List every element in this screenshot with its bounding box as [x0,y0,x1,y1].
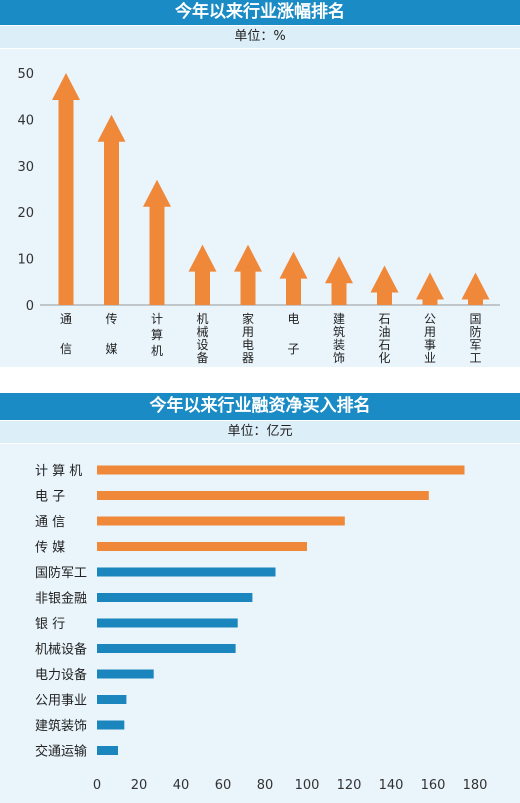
category-label: 工 [469,351,481,365]
bar [97,516,345,526]
arrow-bar [188,244,217,305]
category-label: 家 [242,311,254,326]
category-label: 国 [469,312,481,326]
x-tick-label: 100 [295,778,320,793]
category-label: 通 [60,312,72,326]
category-label: 传 媒 [35,541,65,556]
category-label: 建 [333,312,345,326]
category-label: 电 [242,338,254,352]
category-label: 交通运输 [35,744,87,760]
bar [97,542,307,551]
arrow-bar [279,251,308,305]
category-label: 用 [424,325,436,339]
y-tick-label: 10 [17,253,34,268]
category-label: 传 [105,311,117,326]
category-label: 机 [196,312,208,326]
category-label: 电 [287,312,299,326]
y-tick-label: 50 [17,67,34,82]
category-label: 石 [378,338,390,352]
x-tick-label: 40 [173,778,190,793]
category-label: 饰 [333,351,345,365]
arrow-bar [52,73,80,305]
category-label: 设 [196,338,208,352]
category-label: 装 [333,338,345,352]
arrow-bar [97,114,126,305]
category-label: 军 [469,338,481,352]
category-label: 用 [242,325,254,339]
category-label: 子 [287,342,299,356]
arrow-bar [461,272,490,305]
arrow-bar [143,179,171,305]
x-tick-label: 160 [421,778,446,793]
category-label: 电力设备 [35,667,87,683]
category-label: 银 行 [35,617,65,632]
chart2-unit: 单位：亿元 [0,421,520,443]
category-label: 非银金融 [35,591,87,607]
category-label: 机 [151,344,163,358]
category-label: 公 [424,312,436,326]
category-label: 械 [196,324,208,339]
chart1-title: 今年以来行业涨幅排名 [0,0,520,25]
category-label: 备 [196,351,208,365]
x-tick-label: 80 [257,778,274,793]
category-label: 媒 [105,342,117,356]
category-label: 计 [151,312,163,326]
x-tick-label: 120 [337,778,362,793]
y-tick-label: 40 [17,113,34,128]
category-label: 国防军工 [35,565,87,581]
category-label: 计 算 机 [35,464,82,479]
x-tick-label: 140 [379,778,404,793]
category-label: 油 [378,325,390,339]
category-label: 器 [242,351,254,365]
x-tick-label: 60 [215,778,232,793]
category-label: 公用事业 [35,694,87,709]
category-label: 石 [378,312,390,326]
category-label: 算 [151,327,163,342]
category-label: 防 [469,324,481,339]
chart2-plot-area [0,444,520,803]
category-label: 机械设备 [35,642,87,658]
y-tick-label: 0 [26,299,34,314]
category-label: 建筑装饰 [35,718,87,734]
arrow-bar [416,272,444,305]
chart1-plot-area [0,49,520,367]
bar [97,618,238,628]
bar [97,669,154,679]
arrow-bar [325,256,353,305]
y-tick-label: 20 [17,206,34,221]
arrow-bar [234,244,262,305]
bar [97,465,465,475]
bar [97,644,236,653]
bar [97,746,118,755]
bar [97,567,276,577]
category-label: 业 [424,351,436,365]
bar [97,695,127,704]
x-tick-label: 20 [131,778,148,793]
bar [97,720,125,730]
chart1-unit: 单位：% [0,26,520,48]
bar [97,491,429,500]
category-label: 筑 [333,324,345,339]
category-label: 信 [60,342,72,356]
arrow-bar [370,265,399,305]
x-tick-label: 180 [463,778,488,793]
chart2-title: 今年以来行业融资净买入排名 [0,393,520,420]
category-label: 事 [424,338,436,352]
y-tick-label: 30 [17,160,34,175]
bar [97,593,253,602]
x-tick-label: 0 [93,778,101,793]
category-label: 通 信 [35,515,65,530]
category-label: 化 [378,351,390,365]
category-label: 电 子 [35,490,65,505]
